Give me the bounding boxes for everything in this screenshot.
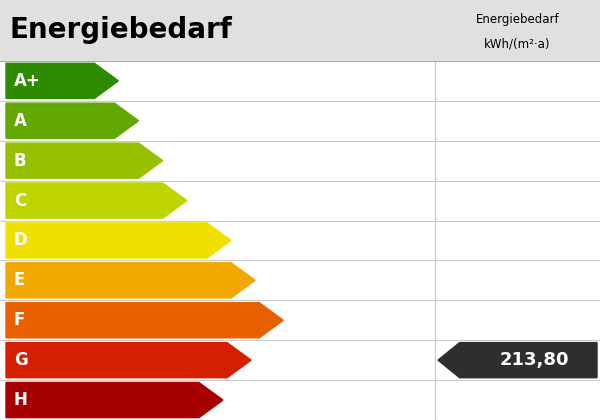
Text: kWh/(m²·a): kWh/(m²·a) bbox=[484, 37, 551, 50]
Text: 213,80: 213,80 bbox=[500, 351, 569, 369]
Polygon shape bbox=[6, 303, 283, 338]
Polygon shape bbox=[6, 143, 163, 178]
Polygon shape bbox=[6, 183, 187, 218]
Text: G: G bbox=[14, 351, 28, 369]
Bar bbox=[0, 61, 600, 420]
Polygon shape bbox=[6, 63, 118, 98]
Polygon shape bbox=[6, 343, 251, 378]
Text: Energiebedarf: Energiebedarf bbox=[476, 13, 559, 26]
Polygon shape bbox=[6, 383, 223, 417]
Text: B: B bbox=[14, 152, 26, 170]
Text: D: D bbox=[14, 231, 28, 249]
Polygon shape bbox=[6, 223, 231, 258]
Polygon shape bbox=[6, 263, 255, 298]
Polygon shape bbox=[438, 343, 597, 378]
Text: C: C bbox=[14, 192, 26, 210]
Text: A: A bbox=[14, 112, 26, 130]
Text: Energiebedarf: Energiebedarf bbox=[9, 16, 232, 45]
Text: A+: A+ bbox=[14, 72, 41, 90]
Bar bbox=[0, 0, 600, 61]
Text: H: H bbox=[14, 391, 28, 409]
Polygon shape bbox=[6, 103, 139, 138]
Text: E: E bbox=[14, 271, 25, 289]
Text: F: F bbox=[14, 311, 25, 329]
